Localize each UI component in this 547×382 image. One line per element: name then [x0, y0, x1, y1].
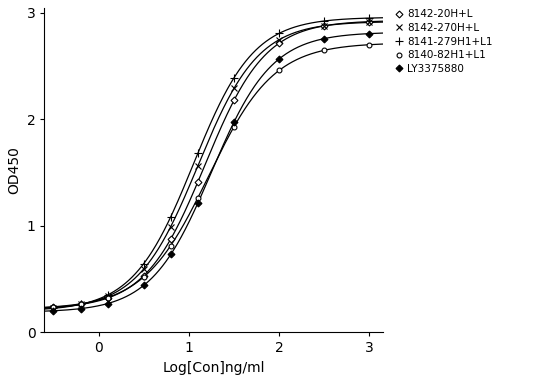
8142-20H+L — [195, 180, 201, 184]
Line: LY3375880: LY3375880 — [51, 31, 372, 313]
8142-270H+L — [50, 306, 57, 310]
Y-axis label: OD450: OD450 — [7, 146, 21, 194]
Legend: 8142-20H+L, 8142-270H+L, 8141-279H1+L1, 8140-82H1+L1, LY3375880: 8142-20H+L, 8142-270H+L, 8141-279H1+L1, … — [392, 6, 496, 77]
8142-20H+L — [141, 274, 147, 278]
8142-270H+L — [167, 224, 174, 229]
LY3375880 — [195, 201, 201, 206]
8142-20H+L — [104, 296, 111, 300]
8140-82H1+L1 — [231, 125, 237, 129]
8142-270H+L — [276, 37, 282, 42]
8141-279H1+L1 — [366, 16, 373, 20]
8142-20H+L — [276, 41, 282, 45]
LY3375880 — [77, 306, 84, 311]
8140-82H1+L1 — [276, 68, 282, 73]
8142-270H+L — [195, 163, 201, 168]
8142-20H+L — [167, 237, 174, 241]
8141-279H1+L1 — [141, 261, 147, 266]
8141-279H1+L1 — [195, 151, 201, 155]
8142-20H+L — [321, 24, 328, 28]
LY3375880 — [276, 57, 282, 61]
Line: 8142-20H+L: 8142-20H+L — [51, 19, 372, 309]
8141-279H1+L1 — [77, 302, 84, 307]
Line: 8141-279H1+L1: 8141-279H1+L1 — [50, 14, 373, 312]
8142-270H+L — [366, 20, 373, 25]
8142-20H+L — [366, 19, 373, 24]
8142-20H+L — [77, 302, 84, 307]
LY3375880 — [141, 283, 147, 288]
8142-20H+L — [50, 305, 57, 309]
LY3375880 — [167, 252, 174, 257]
8140-82H1+L1 — [366, 42, 373, 47]
8140-82H1+L1 — [50, 304, 57, 309]
8140-82H1+L1 — [195, 196, 201, 200]
8141-279H1+L1 — [167, 214, 174, 219]
8141-279H1+L1 — [231, 76, 237, 80]
8142-270H+L — [77, 302, 84, 307]
8140-82H1+L1 — [321, 48, 328, 53]
8141-279H1+L1 — [276, 31, 282, 36]
8140-82H1+L1 — [77, 301, 84, 306]
LY3375880 — [321, 36, 328, 41]
LY3375880 — [50, 308, 57, 313]
Line: 8142-270H+L: 8142-270H+L — [50, 19, 373, 311]
8142-270H+L — [231, 86, 237, 91]
8141-279H1+L1 — [50, 306, 57, 311]
X-axis label: Log[Con]ng/ml: Log[Con]ng/ml — [162, 361, 265, 375]
LY3375880 — [366, 31, 373, 36]
LY3375880 — [104, 301, 111, 306]
8142-270H+L — [141, 267, 147, 271]
LY3375880 — [231, 120, 237, 125]
8140-82H1+L1 — [141, 275, 147, 279]
8141-279H1+L1 — [321, 19, 328, 23]
8140-82H1+L1 — [104, 295, 111, 300]
8142-20H+L — [231, 98, 237, 103]
8141-279H1+L1 — [104, 293, 111, 297]
8140-82H1+L1 — [167, 243, 174, 248]
Line: 8140-82H1+L1: 8140-82H1+L1 — [51, 42, 372, 309]
8142-270H+L — [321, 23, 328, 28]
8142-270H+L — [104, 294, 111, 299]
